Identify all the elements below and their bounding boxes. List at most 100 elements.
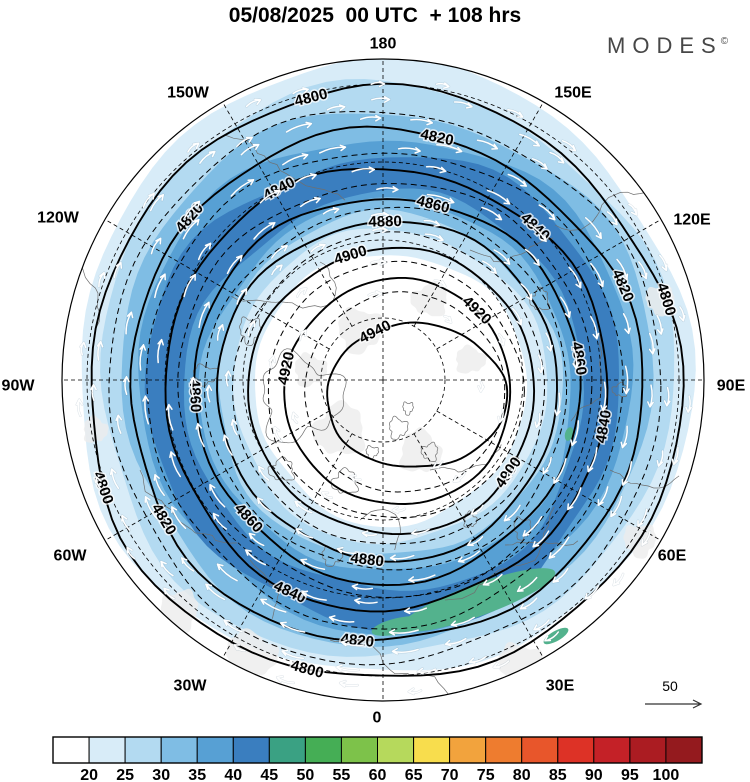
colorbar-cell bbox=[377, 736, 415, 764]
wind-arrow bbox=[139, 344, 147, 371]
wind-arrow bbox=[507, 109, 524, 118]
wind-arrow bbox=[403, 607, 428, 615]
wind-arrow bbox=[468, 655, 487, 664]
colorbar-cell bbox=[593, 736, 631, 764]
wind-arrow bbox=[389, 554, 415, 562]
wind-arrow bbox=[610, 495, 623, 518]
wind-arrow bbox=[392, 506, 406, 514]
wind-arrow bbox=[559, 296, 571, 319]
meridian-label-180: 180 bbox=[370, 36, 397, 53]
wind-arrow bbox=[411, 528, 430, 536]
colorbar-tick-label: 60 bbox=[369, 767, 387, 782]
map-area: 4800480048004800482048204820482048204840… bbox=[62, 59, 704, 701]
colorbar-tick-label: 25 bbox=[116, 767, 134, 782]
wind-arrow bbox=[212, 512, 228, 530]
wind-arrow bbox=[453, 471, 466, 483]
wind-arrow bbox=[423, 219, 441, 227]
wind-arrow bbox=[544, 631, 560, 642]
wind-arrow bbox=[453, 101, 473, 109]
wind-arrow bbox=[561, 140, 577, 152]
meridian-label-30W: 30W bbox=[174, 678, 208, 695]
wind-arrow bbox=[486, 189, 511, 205]
wind-arrow bbox=[656, 450, 664, 467]
wind-arrow bbox=[553, 457, 567, 484]
wind-arrow bbox=[183, 273, 196, 298]
colorbar-cell bbox=[449, 736, 487, 764]
contour-label-4860: 4860 bbox=[186, 379, 204, 413]
wind-arrow bbox=[520, 283, 533, 301]
wind-arrow bbox=[606, 211, 618, 226]
wind-arrow bbox=[295, 528, 314, 539]
wind-arrow bbox=[295, 173, 317, 184]
contour-4900 bbox=[247, 246, 536, 536]
colorbar-tick-label: 65 bbox=[405, 767, 423, 782]
wind-arrow bbox=[354, 597, 378, 605]
wind-arrow bbox=[477, 381, 485, 393]
colorbar-cell bbox=[88, 736, 126, 764]
colorbar-tick-label: 90 bbox=[585, 767, 603, 782]
wind-arrow bbox=[224, 370, 232, 387]
green-speed-patch-small bbox=[371, 616, 425, 636]
intermediate-contour bbox=[231, 231, 546, 545]
wind-arrow bbox=[590, 315, 600, 340]
coastline bbox=[609, 469, 680, 489]
wind-arrow bbox=[376, 185, 399, 193]
wind-arrow bbox=[285, 121, 313, 133]
low-speed-patch-10 bbox=[456, 344, 487, 374]
wind-arrow bbox=[256, 497, 272, 513]
low-speed-patch-11 bbox=[294, 352, 328, 387]
wind-arrow bbox=[230, 179, 255, 197]
wind-arrow bbox=[621, 461, 633, 486]
wind-arrow bbox=[532, 530, 550, 548]
wind-arrow bbox=[226, 254, 243, 275]
wind-arrow bbox=[567, 487, 582, 511]
wind-arrow bbox=[259, 190, 281, 204]
wind-arrow bbox=[371, 96, 391, 103]
wind-arrow bbox=[528, 223, 547, 243]
contour-label-4820: 4820 bbox=[340, 630, 375, 650]
colorbar-tick-label: 85 bbox=[549, 767, 567, 782]
wind-arrow bbox=[498, 333, 505, 346]
wind-arrow bbox=[519, 597, 538, 610]
wind-arrow bbox=[340, 639, 365, 647]
wind-arrow bbox=[542, 456, 552, 475]
meridian-label-120E: 120E bbox=[673, 212, 711, 229]
wind-arrow bbox=[153, 473, 165, 497]
wind-arrow bbox=[628, 203, 638, 216]
colorbar-cell bbox=[232, 736, 270, 764]
wind-arrows-layer bbox=[75, 80, 693, 696]
contour-4840 bbox=[164, 167, 609, 613]
map-boundary-circle bbox=[61, 58, 705, 702]
wind-arrow bbox=[622, 313, 631, 335]
wind-arrow bbox=[223, 619, 243, 633]
wind-arrow bbox=[299, 196, 321, 208]
colorbar-frame bbox=[52, 736, 703, 764]
colorbar-cell bbox=[485, 736, 523, 764]
wind-arrow bbox=[199, 150, 216, 164]
meridian-label-150E: 150E bbox=[554, 85, 592, 102]
wind-arrow bbox=[590, 262, 604, 288]
colorbar-tick-label: 20 bbox=[80, 767, 98, 782]
wind-arrow bbox=[245, 98, 262, 108]
wind-arrow bbox=[678, 306, 686, 322]
wind-arrow bbox=[638, 261, 648, 280]
wind-arrow bbox=[270, 245, 288, 259]
wind-arrow bbox=[570, 420, 580, 447]
wind-arrow bbox=[552, 567, 569, 583]
wind-arrow bbox=[549, 151, 565, 164]
meridian-label-150W: 150W bbox=[167, 85, 210, 102]
wind-arrow bbox=[240, 143, 260, 156]
colorbar-cell bbox=[52, 736, 90, 764]
wind-arrow bbox=[294, 500, 313, 514]
colorbar-cell bbox=[521, 736, 559, 764]
meridian-line bbox=[436, 410, 661, 541]
wind-arrow bbox=[497, 409, 505, 424]
wind-arrow bbox=[258, 465, 270, 481]
wind-arrow bbox=[326, 104, 346, 111]
wind-arrow bbox=[222, 434, 233, 456]
colorbar-tick-label: 70 bbox=[441, 767, 459, 782]
wind-arrow bbox=[122, 375, 130, 396]
meridian-label-30E: 30E bbox=[546, 678, 575, 695]
wind-arrow bbox=[253, 221, 276, 240]
